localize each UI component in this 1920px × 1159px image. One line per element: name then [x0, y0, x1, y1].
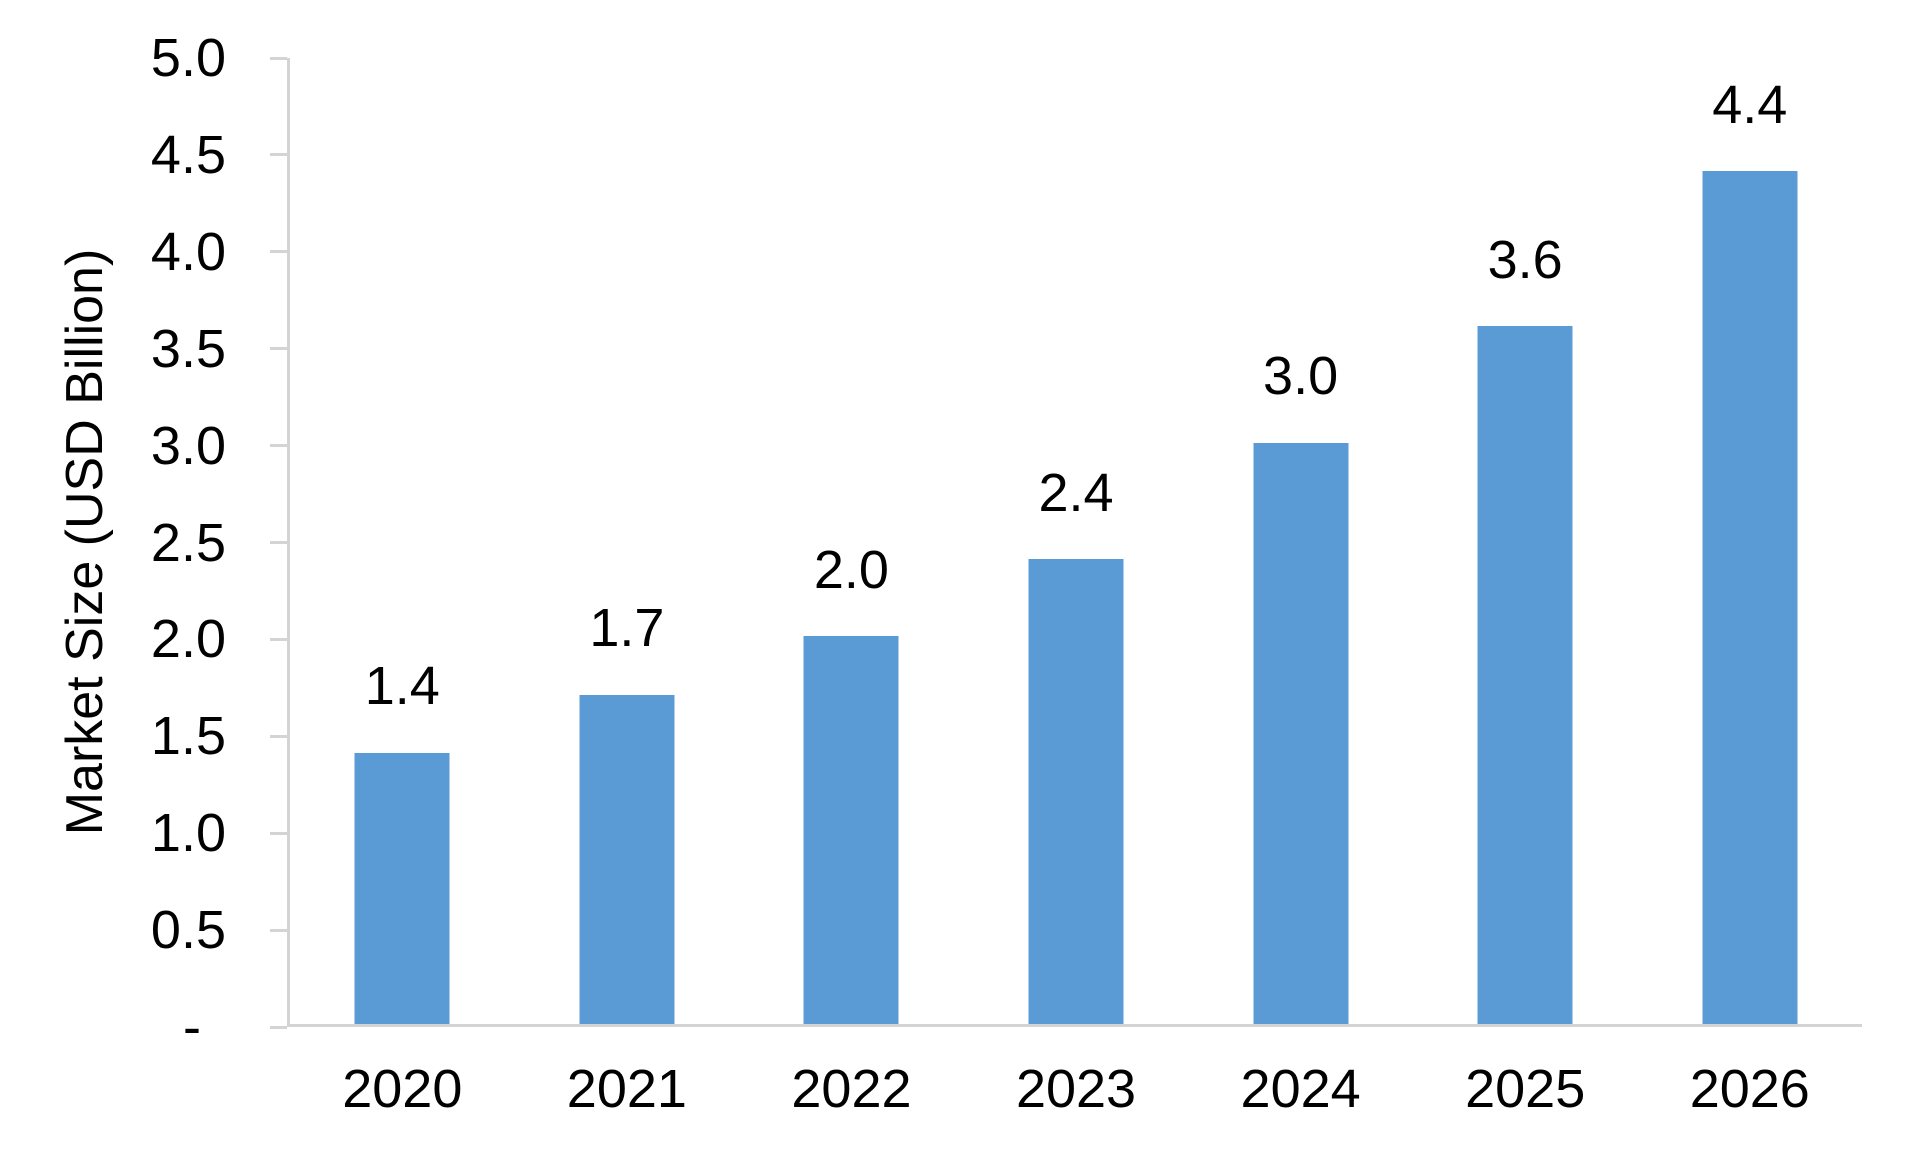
y-tick-label: 1.5: [150, 706, 226, 767]
y-tick-mark: [270, 347, 287, 351]
x-axis: 2020 2021 2022 2023 2024 2025 2026: [290, 1024, 1862, 1116]
bar: [1702, 171, 1798, 1024]
y-tick-mark: [270, 637, 287, 641]
bar-value-label: 1.7: [589, 598, 665, 659]
x-tick-label: 2026: [1689, 1059, 1810, 1119]
y-tick-mark: [270, 56, 287, 60]
bar-value-label: 1.4: [364, 656, 440, 717]
bar: [1028, 558, 1124, 1024]
bar: [354, 752, 450, 1024]
bar-slot: 3.6: [1413, 58, 1638, 1024]
bar-slot: 4.4: [1637, 58, 1862, 1024]
y-axis-title: Market Size (USD Billion): [56, 248, 114, 836]
y-tick-mark: [270, 1025, 287, 1029]
x-tick-label: 2021: [566, 1059, 687, 1119]
bar-value-label: 2.0: [813, 540, 889, 601]
bar-slot: 2.4: [964, 58, 1189, 1024]
y-tick-mark: [270, 831, 287, 835]
y-tick-mark: [270, 444, 287, 448]
bar-value-label: 4.4: [1712, 74, 1788, 135]
y-tick-label: 1.0: [150, 803, 226, 864]
y-tick-label: 3.0: [150, 415, 226, 476]
y-tick-mark: [270, 153, 287, 157]
bar: [579, 694, 675, 1024]
bar-value-label: 2.4: [1038, 462, 1114, 523]
bar-value-label: 3.0: [1263, 346, 1339, 407]
bar-value-label: 3.6: [1487, 229, 1563, 290]
y-axis: 5.0 4.5 4.0 3.5 3.0 2.5 2.0 1.5 1.0 0.5 -: [151, 31, 1862, 1054]
y-tick-label: 4.5: [150, 124, 226, 185]
bar-slot: 3.0: [1188, 58, 1413, 1024]
bar-slot: 1.4: [290, 58, 515, 1024]
y-tick-mark: [270, 250, 287, 254]
x-tick-label: 2025: [1465, 1059, 1586, 1119]
bar: [1253, 442, 1349, 1024]
y-tick-label: 2.0: [150, 609, 226, 670]
y-tick-label: 5.0: [150, 28, 226, 88]
y-tick-mark: [270, 928, 287, 932]
bar-slot: 1.7: [515, 58, 740, 1024]
y-tick-label: 0.5: [150, 900, 226, 961]
y-tick-mark: [270, 734, 287, 738]
bar-slot: 2.0: [739, 58, 964, 1024]
plot-area: 5.0 4.5 4.0 3.5 3.0 2.5 2.0 1.5 1.0 0.5 - 1.4 1.7 2.…: [151, 31, 1862, 1116]
x-tick-label: 2024: [1240, 1059, 1361, 1119]
x-tick-label: 2020: [342, 1059, 463, 1119]
bar: [803, 636, 899, 1024]
y-tick-label: 2.5: [150, 512, 226, 573]
x-tick-label: 2022: [791, 1059, 912, 1119]
bar: [1477, 326, 1573, 1024]
bars-container: 1.4 1.7 2.0 2.4 3.0 3.6 4.4: [290, 58, 1862, 1024]
y-tick-label: -: [183, 997, 201, 1057]
y-tick-mark: [270, 541, 287, 544]
x-tick-label: 2023: [1015, 1059, 1137, 1119]
y-tick-label: 3.5: [150, 318, 226, 379]
y-tick-label: 4.0: [150, 221, 226, 282]
